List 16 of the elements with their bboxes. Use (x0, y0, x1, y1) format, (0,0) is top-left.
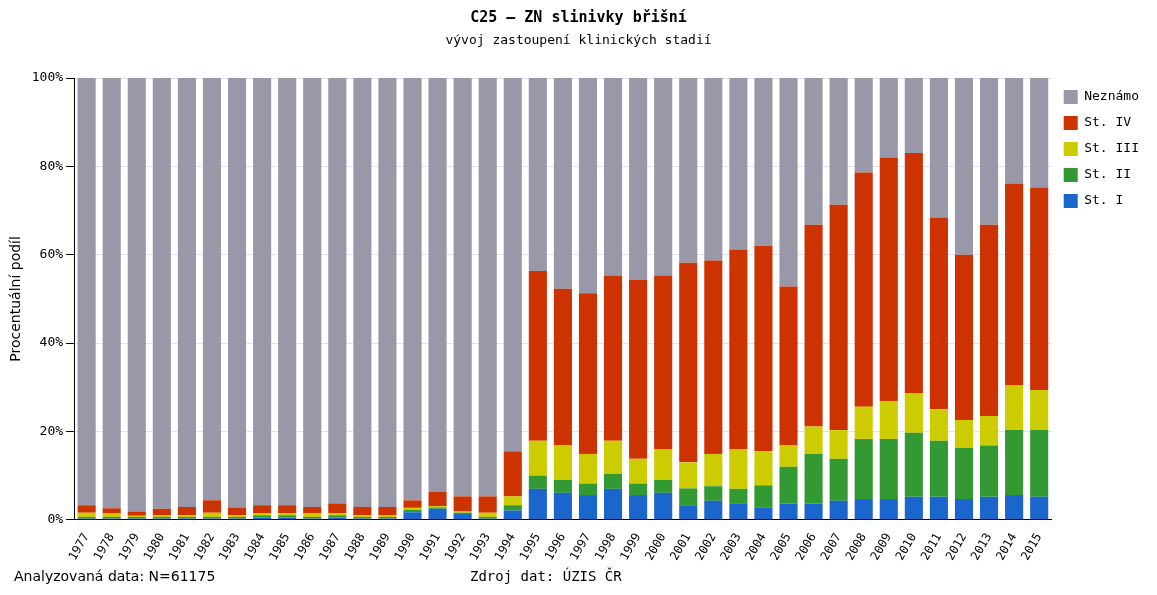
legend-label: Neznámo (1084, 88, 1140, 104)
text: Analyzovaná data: N=61175 (14, 568, 216, 584)
y-axis-title: Procentuální podíl (7, 236, 24, 362)
y-tick-label: 100% (31, 69, 64, 85)
legend-label: St. II (1084, 166, 1132, 182)
legend-label: St. III (1084, 140, 1140, 156)
chart-subtitle: vývoj zastoupení klinických stadií (444, 32, 713, 47)
y-tick-label: 60% (39, 246, 64, 262)
legend-label: St. I (1084, 192, 1124, 208)
chart-title: C25 – ZN slinivky břišní (469, 8, 688, 26)
y-tick-label: 40% (39, 334, 64, 350)
y-tick-label: 20% (39, 422, 64, 438)
legend-label: St. IV (1084, 114, 1132, 130)
y-tick-label: 0% (47, 511, 64, 527)
y-tick-label: 80% (39, 157, 64, 173)
text: Zdroj dat: ÚZIS ČR (470, 568, 622, 584)
